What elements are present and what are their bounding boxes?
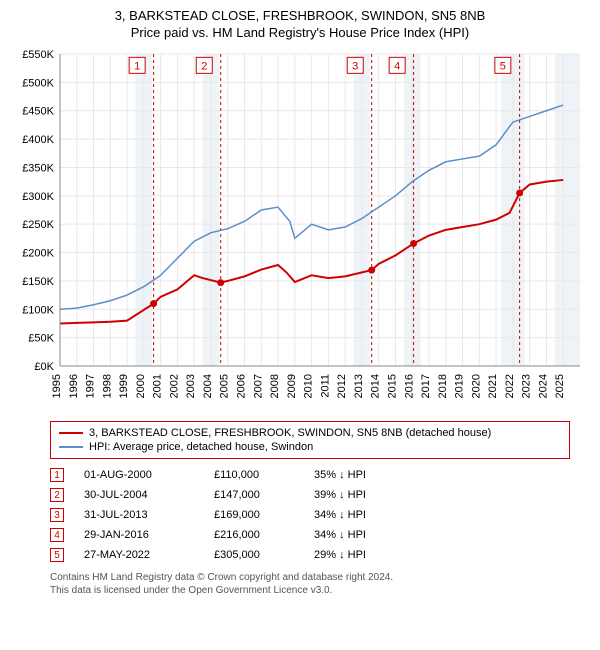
svg-text:2017: 2017 (420, 374, 432, 398)
transaction-vs-hpi: 29% ↓ HPI (314, 549, 414, 561)
svg-text:2019: 2019 (454, 374, 466, 398)
transaction-date: 27-MAY-2022 (84, 549, 194, 561)
svg-text:£450K: £450K (22, 106, 54, 118)
price-chart: £0K £50K £100K £150K £200K £250K £300K £350K £40… (10, 48, 590, 408)
svg-text:£550K: £550K (22, 49, 54, 61)
marker-badge: 4 (50, 528, 64, 542)
transaction-date: 01-AUG-2000 (84, 469, 194, 481)
svg-text:2025: 2025 (554, 374, 566, 398)
svg-text:2022: 2022 (504, 374, 516, 398)
svg-text:2024: 2024 (537, 374, 549, 398)
table-row: 5 27-MAY-2022 £305,000 29% ↓ HPI (50, 545, 570, 565)
svg-text:2004: 2004 (202, 374, 214, 398)
transaction-date: 30-JUL-2004 (84, 489, 194, 501)
svg-text:2000: 2000 (135, 374, 147, 398)
svg-text:5: 5 (500, 60, 506, 72)
svg-text:2021: 2021 (487, 374, 499, 398)
legend-item-property: 3, BARKSTEAD CLOSE, FRESHBROOK, SWINDON,… (59, 426, 561, 440)
svg-text:2006: 2006 (236, 374, 248, 398)
transaction-vs-hpi: 35% ↓ HPI (314, 469, 414, 481)
transaction-price: £147,000 (214, 489, 294, 501)
svg-text:1996: 1996 (68, 374, 80, 398)
footnote-line2: This data is licensed under the Open Gov… (50, 584, 570, 597)
svg-text:2015: 2015 (386, 374, 398, 398)
svg-text:2010: 2010 (303, 374, 315, 398)
transaction-date: 29-JAN-2016 (84, 529, 194, 541)
svg-text:1997: 1997 (85, 374, 97, 398)
svg-text:2016: 2016 (403, 374, 415, 398)
transactions-table: 1 01-AUG-2000 £110,000 35% ↓ HPI 2 30-JUL-200… (50, 465, 570, 565)
marker-badge: 2 (50, 488, 64, 502)
marker-badge: 3 (50, 508, 64, 522)
svg-text:4: 4 (394, 60, 400, 72)
transaction-vs-hpi: 34% ↓ HPI (314, 509, 414, 521)
legend-label-property: 3, BARKSTEAD CLOSE, FRESHBROOK, SWINDON,… (89, 427, 491, 439)
svg-text:2011: 2011 (319, 374, 331, 398)
table-row: 4 29-JAN-2016 £216,000 34% ↓ HPI (50, 525, 570, 545)
svg-text:2001: 2001 (152, 374, 164, 398)
transaction-price: £169,000 (214, 509, 294, 521)
table-row: 3 31-JUL-2013 £169,000 34% ↓ HPI (50, 505, 570, 525)
svg-text:£400K: £400K (22, 134, 54, 146)
page-title-line2: Price paid vs. HM Land Registry's House … (10, 25, 590, 40)
table-row: 2 30-JUL-2004 £147,000 39% ↓ HPI (50, 485, 570, 505)
marker-badge: 1 (50, 468, 64, 482)
svg-text:3: 3 (352, 60, 358, 72)
transaction-vs-hpi: 39% ↓ HPI (314, 489, 414, 501)
transaction-price: £110,000 (214, 469, 294, 481)
footnote-line1: Contains HM Land Registry data © Crown c… (50, 571, 570, 584)
legend-swatch-property (59, 432, 83, 434)
transaction-price: £216,000 (214, 529, 294, 541)
legend-swatch-hpi (59, 446, 83, 448)
svg-text:2014: 2014 (370, 374, 382, 398)
svg-text:2020: 2020 (470, 374, 482, 398)
svg-text:1999: 1999 (118, 374, 130, 398)
svg-text:1995: 1995 (51, 374, 63, 398)
svg-text:£500K: £500K (22, 77, 54, 89)
legend-label-hpi: HPI: Average price, detached house, Swin… (89, 441, 313, 453)
svg-text:1: 1 (134, 60, 140, 72)
svg-text:£50K: £50K (28, 333, 54, 345)
svg-text:£0K: £0K (34, 361, 54, 373)
svg-text:2008: 2008 (269, 374, 281, 398)
svg-text:2005: 2005 (219, 374, 231, 398)
svg-text:2002: 2002 (168, 374, 180, 398)
svg-text:2012: 2012 (336, 374, 348, 398)
legend-item-hpi: HPI: Average price, detached house, Swin… (59, 440, 561, 454)
svg-text:2: 2 (201, 60, 207, 72)
transaction-vs-hpi: 34% ↓ HPI (314, 529, 414, 541)
marker-badge: 5 (50, 548, 64, 562)
svg-text:£200K: £200K (22, 248, 54, 260)
page-title-line1: 3, BARKSTEAD CLOSE, FRESHBROOK, SWINDON,… (10, 8, 590, 23)
svg-text:2018: 2018 (437, 374, 449, 398)
svg-text:£250K: £250K (22, 219, 54, 231)
svg-text:£100K: £100K (22, 304, 54, 316)
svg-text:£300K: £300K (22, 191, 54, 203)
svg-text:2023: 2023 (521, 374, 533, 398)
svg-text:2007: 2007 (252, 374, 264, 398)
transaction-price: £305,000 (214, 549, 294, 561)
svg-text:2003: 2003 (185, 374, 197, 398)
svg-text:£350K: £350K (22, 162, 54, 174)
svg-text:£150K: £150K (22, 276, 54, 288)
svg-text:1998: 1998 (101, 374, 113, 398)
transaction-date: 31-JUL-2013 (84, 509, 194, 521)
svg-text:2009: 2009 (286, 374, 298, 398)
footnote: Contains HM Land Registry data © Crown c… (50, 571, 570, 597)
svg-text:2013: 2013 (353, 374, 365, 398)
table-row: 1 01-AUG-2000 £110,000 35% ↓ HPI (50, 465, 570, 485)
legend: 3, BARKSTEAD CLOSE, FRESHBROOK, SWINDON,… (50, 421, 570, 459)
